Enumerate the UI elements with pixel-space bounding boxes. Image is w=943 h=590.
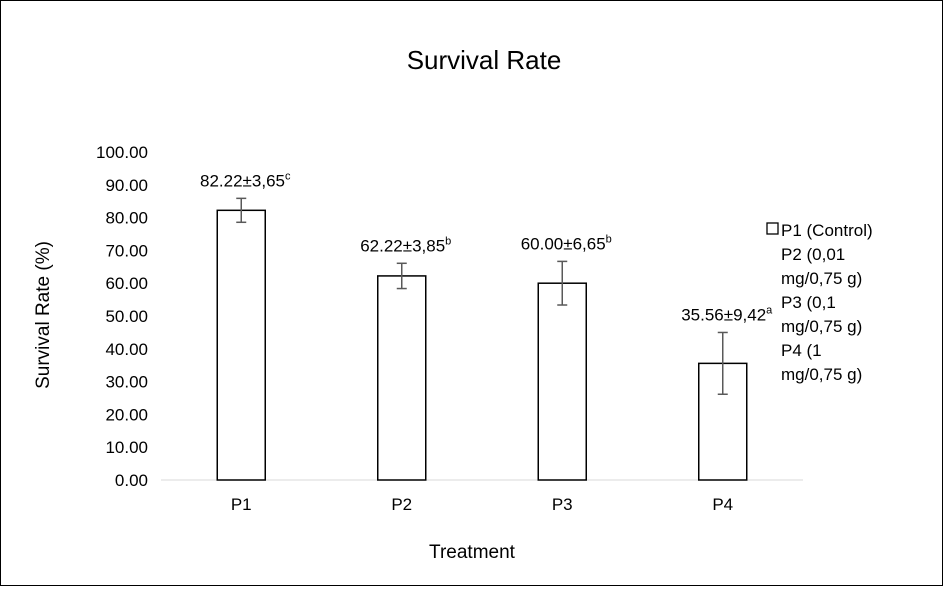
error-bar-p4 [717,331,728,396]
data-label-p3: 60.00±6,65b [521,233,612,253]
legend: P1 (Control) P2 (0,01 mg/0,75 g) P3 (0,1 mg/… [766,221,873,384]
legend-item-2: P2 (0,01 mg/0,75 g) [781,245,862,288]
legend-label: P3 (0,1 [781,293,836,312]
data-label-p2: 62.22±3,85b [360,235,451,255]
plot-area: 0.00 10.00 20.00 30.00 40.00 50.00 60.00 70.00 8… [96,143,803,514]
x-tick-label-p2: P2 [391,495,412,514]
data-label-value: 60.00±6,65 [521,234,606,253]
y-tick-label: 30.00 [105,373,148,392]
legend-item-4: P4 (1 mg/0,75 g) [781,341,862,384]
legend-item-3: P3 (0,1 mg/0,75 g) [781,293,862,336]
x-tick-label-p1: P1 [231,495,252,514]
data-label-value: 82.22±3,65 [200,171,285,190]
chart-title: Survival Rate [407,45,562,75]
y-axis-title: Survival Rate (%) [33,241,54,389]
legend-item-1: P1 (Control) [766,221,873,240]
data-label-p4: 35.56±9,42a [681,304,773,324]
y-tick-label: 80.00 [105,209,148,228]
data-label-significance: b [606,233,612,245]
error-bar-p1 [236,197,247,224]
legend-label: P4 (1 [781,341,822,360]
legend-label: mg/0,75 g) [781,317,862,336]
y-tick-label: 60.00 [105,274,148,293]
y-tick-label: 90.00 [105,176,148,195]
legend-label: P2 (0,01 [781,245,845,264]
data-label-significance: b [445,235,451,247]
y-tick-label: 50.00 [105,307,148,326]
x-axis-title: Treatment [429,542,516,563]
error-bar-p2 [396,262,407,290]
error-bar-p3 [557,260,568,306]
legend-swatch [766,222,779,235]
legend-label: mg/0,75 g) [781,269,862,288]
bar-p2 [377,275,427,481]
x-tick-label-p3: P3 [552,495,573,514]
bar-p3 [537,282,587,481]
legend-label: mg/0,75 g) [781,365,862,384]
legend-label: P1 (Control) [781,221,873,240]
y-tick-label: 70.00 [105,241,148,260]
y-tick-label: 0.00 [115,471,148,490]
data-label-p1: 82.22±3,65c [200,170,291,190]
bar-p1 [216,209,266,481]
data-label-value: 35.56±9,42 [681,305,766,324]
data-label-value: 62.22±3,85 [360,236,445,255]
y-tick-label: 20.00 [105,405,148,424]
y-tick-label: 40.00 [105,340,148,359]
y-tick-label: 10.00 [105,438,148,457]
y-tick-label: 100.00 [96,143,148,162]
data-label-significance: c [285,170,291,182]
x-tick-label-p4: P4 [712,495,733,514]
data-label-significance: a [766,304,773,316]
